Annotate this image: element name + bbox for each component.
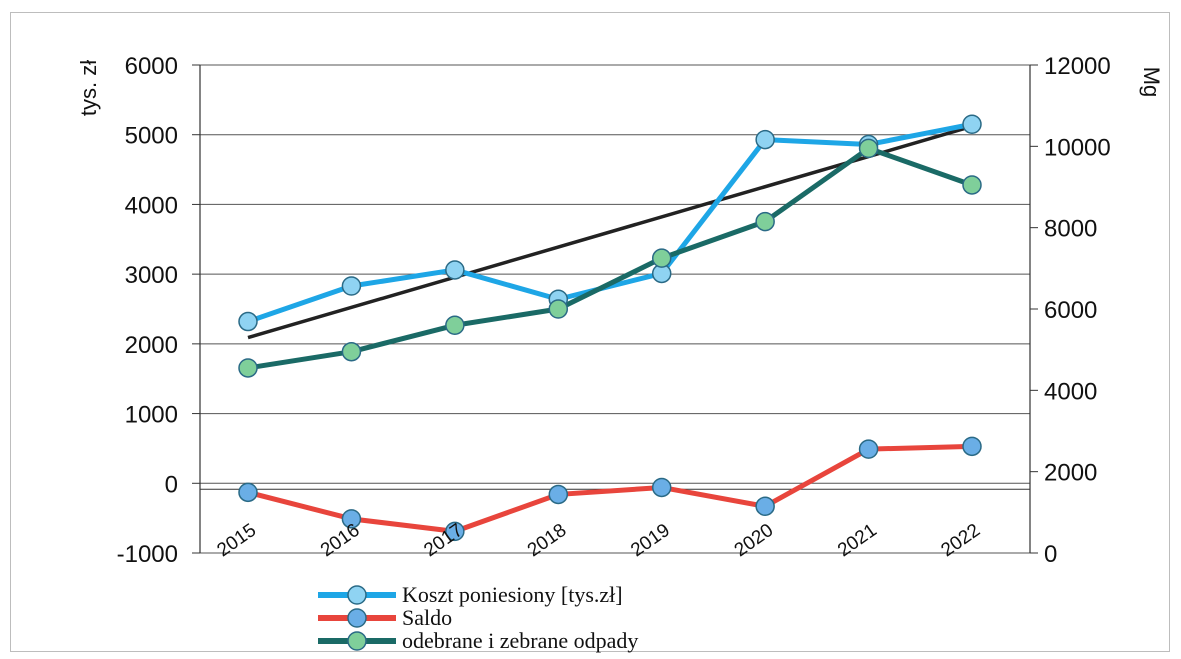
y-left-tick-label: -1000 — [117, 541, 178, 568]
y-right-tick-label: 8000 — [1044, 216, 1097, 243]
series-3-point — [548, 299, 569, 319]
legend-label: Saldo — [402, 605, 452, 630]
legend-swatch-marker — [347, 585, 367, 605]
series-2-point — [238, 482, 258, 503]
series-2-point — [858, 439, 879, 459]
series-1-point — [755, 129, 775, 150]
series-2-point — [962, 436, 982, 457]
y-left-tick-label: 4000 — [125, 192, 178, 219]
x-tick-label: 2018 — [524, 520, 571, 561]
series-3-point — [755, 211, 775, 232]
y-right-tick-label: 12000 — [1044, 53, 1111, 80]
y-right-tick-label: 0 — [1044, 541, 1057, 568]
series-1-point — [962, 114, 982, 135]
y-left-tick-label: 2000 — [125, 332, 178, 359]
x-tick-label: 2020 — [731, 520, 778, 561]
gridlines — [200, 64, 1030, 554]
series-line-2 — [247, 443, 973, 534]
y-left-tick-label: 1000 — [125, 402, 178, 429]
y-right-tick-label: 10000 — [1044, 134, 1111, 161]
legend-label: Koszt poniesiony [tys.zł] — [402, 582, 623, 607]
series-2-point — [341, 509, 362, 529]
x-tick-label: 2021 — [834, 520, 881, 561]
series-2-point — [651, 477, 672, 498]
series-lines — [247, 121, 973, 534]
x-tick-label: 2019 — [627, 520, 674, 561]
series-3-point — [651, 248, 672, 268]
series-2-point — [755, 496, 775, 517]
y-left-tick-label: 0 — [165, 471, 178, 498]
y-right-tick-label: 4000 — [1044, 378, 1097, 405]
legend-label: odebrane i zebrane odpady — [402, 628, 638, 653]
series-line-3 — [247, 145, 973, 371]
series-3-point — [858, 138, 879, 159]
series-3-point — [238, 358, 258, 378]
y-right-tick-label: 6000 — [1044, 297, 1097, 324]
series-2-point — [445, 521, 465, 542]
series-1-point — [445, 260, 465, 280]
series-3-point — [341, 341, 362, 362]
series-3-point — [445, 315, 465, 336]
series-3-point — [962, 175, 982, 195]
y-axis-right-title: Mg — [1139, 67, 1164, 98]
series-markers — [238, 114, 982, 542]
legend-swatch-marker — [347, 608, 367, 628]
y-left-tick-label: 3000 — [125, 262, 178, 289]
y-left-tick-label: 6000 — [125, 53, 178, 80]
legend-swatch-marker — [347, 631, 367, 651]
y-axis-left-title: tys. zł — [76, 60, 101, 116]
x-tick-label: 2015 — [214, 520, 261, 561]
x-tick-label: 2022 — [938, 520, 985, 561]
series-1-point — [341, 276, 362, 296]
y-left-tick-label: 5000 — [125, 123, 178, 150]
series-1-point — [238, 311, 258, 332]
trendline — [247, 124, 973, 340]
series-2-point — [548, 484, 569, 505]
y-right-tick-label: 2000 — [1044, 460, 1097, 487]
